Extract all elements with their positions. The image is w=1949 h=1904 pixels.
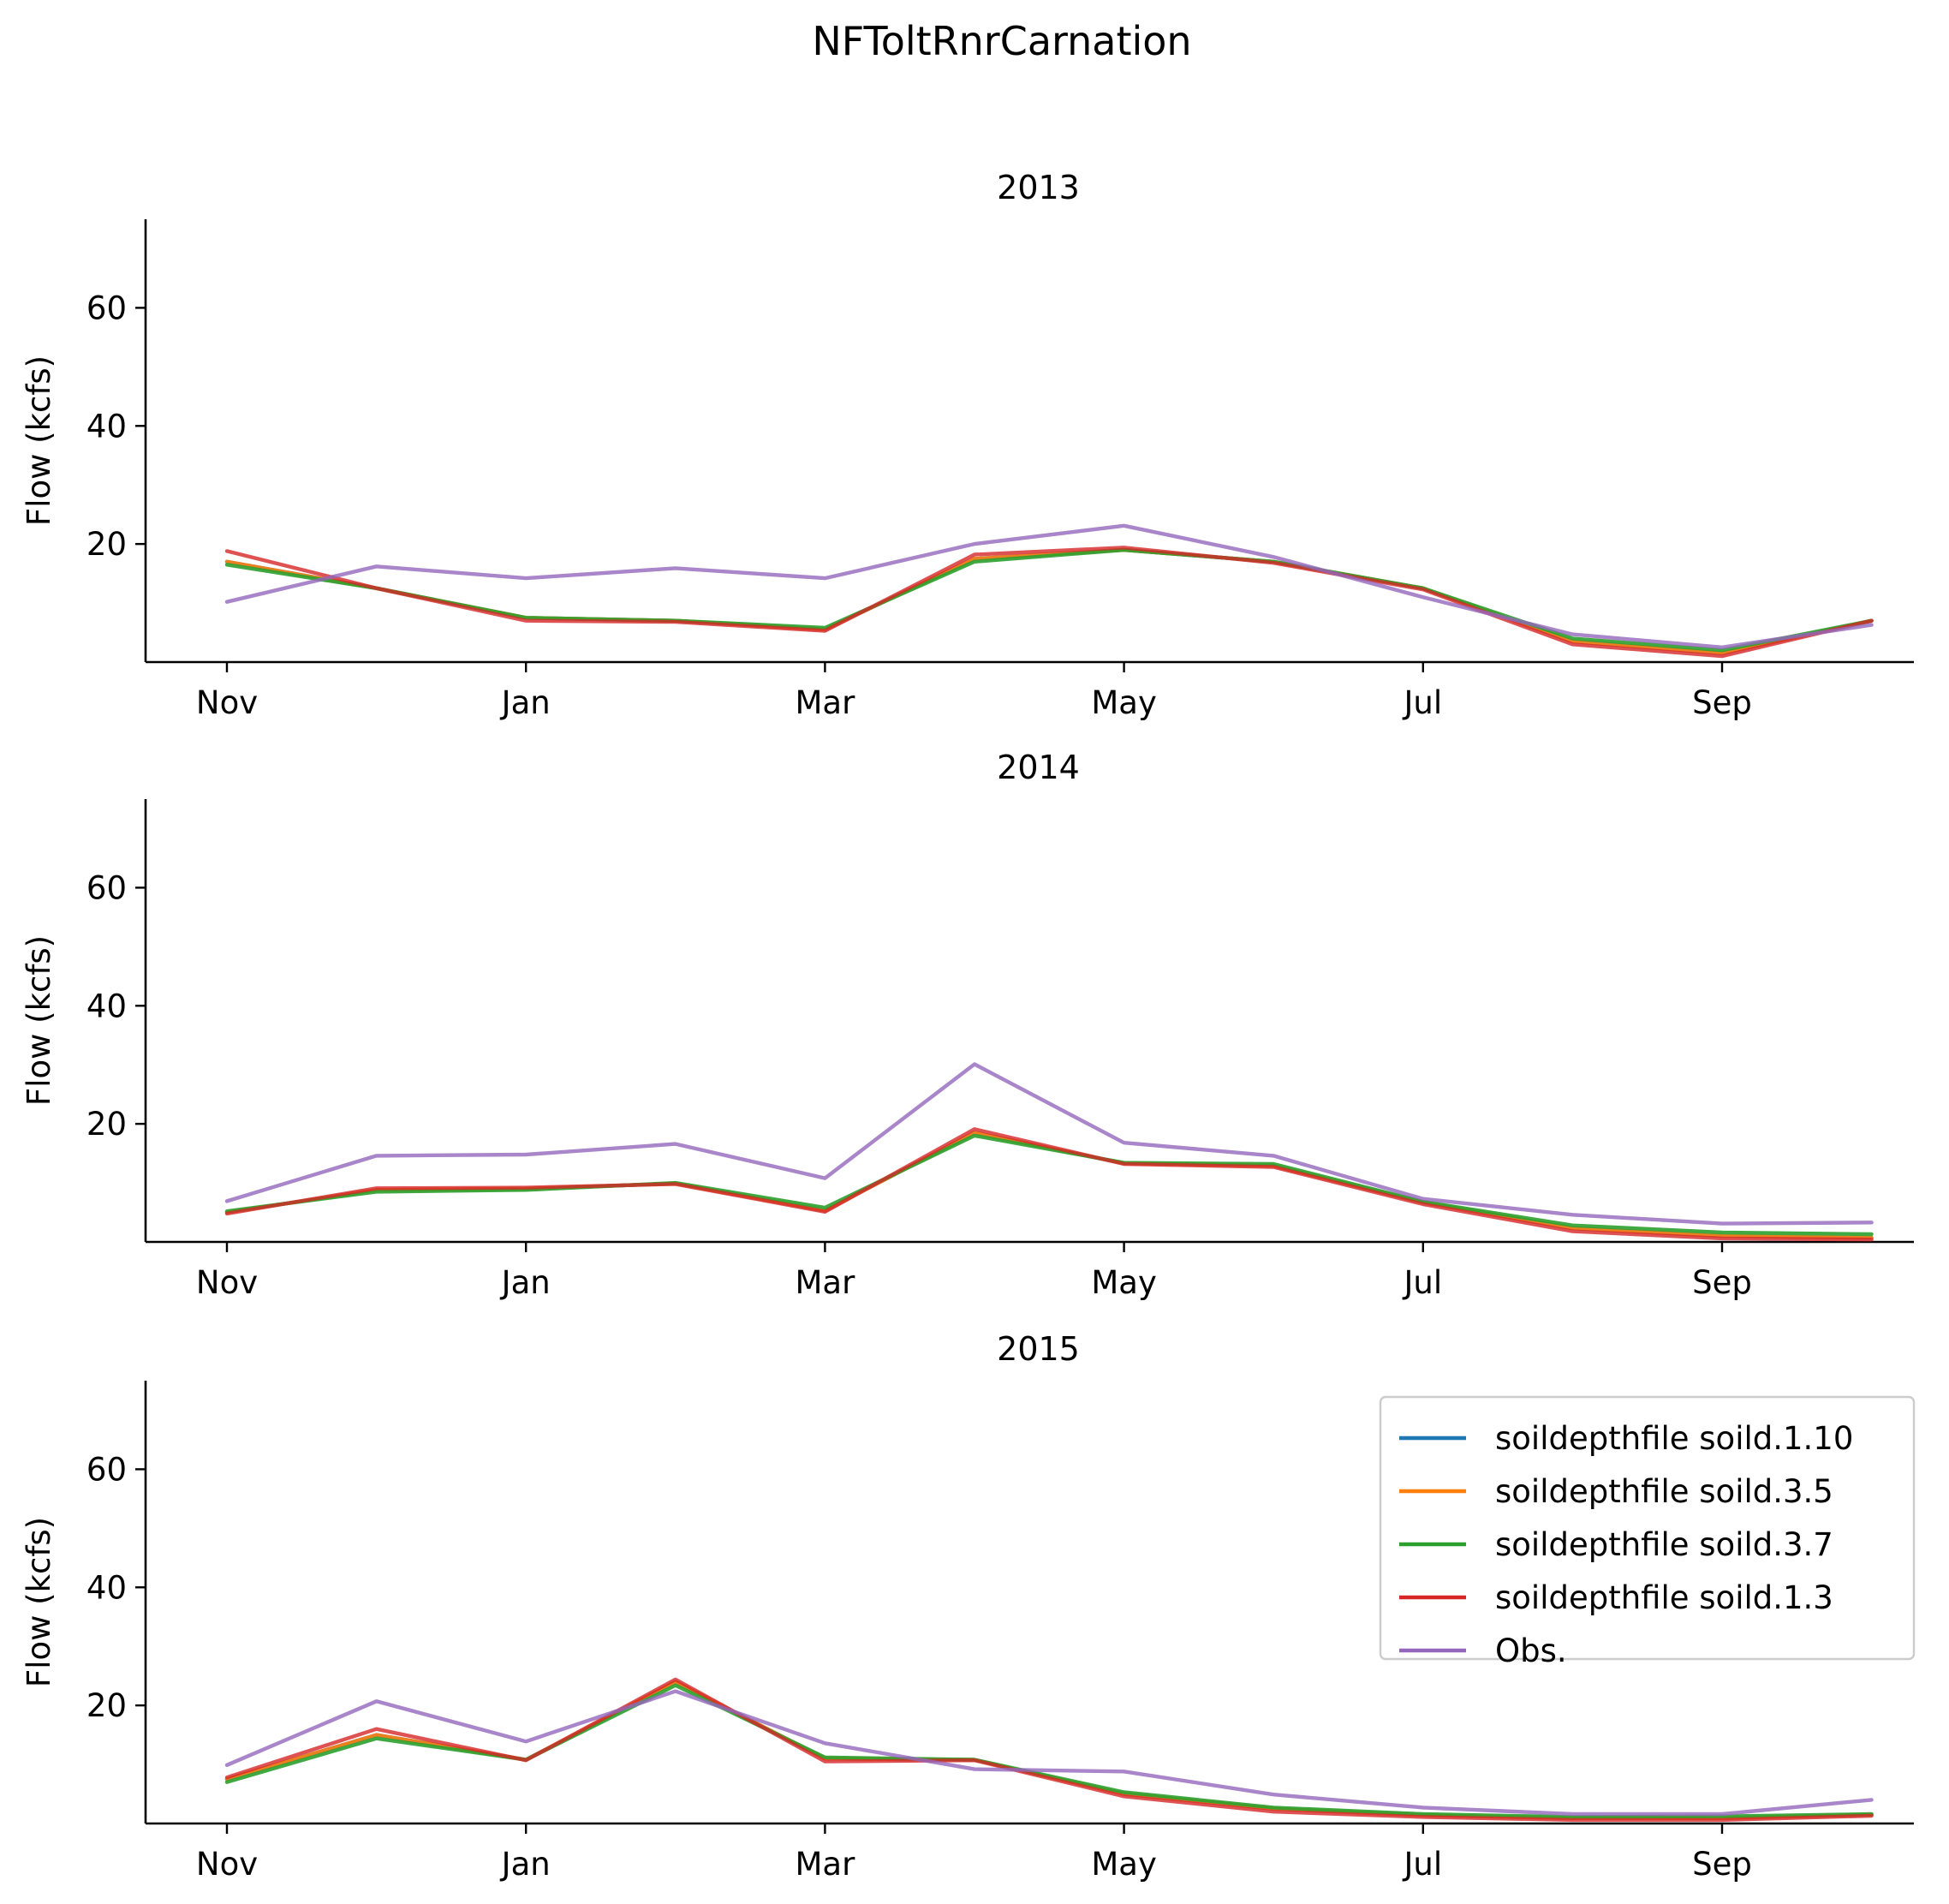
y-axis-label: Flow (kcfs) [21, 355, 57, 526]
panel-2013: 2013 Flow (kcfs) 20 40 60 Nov Jan Mar May Jul Sep [21, 169, 1914, 721]
series-line-soildepthfile-soild-1-3 [224, 1127, 1874, 1242]
legend-label: soildepthfile soild.1.3 [1495, 1579, 1833, 1616]
series-line-soildepthfile-soild-3-7 [224, 547, 1874, 653]
series-line-obs- [224, 523, 1874, 649]
panel-title: 2013 [997, 169, 1080, 206]
x-tick-label: Jan [500, 684, 551, 721]
x-tick-label: May [1091, 684, 1157, 721]
x-tick-label: Sep [1692, 1264, 1752, 1301]
y-tick-label: 20 [86, 1106, 127, 1143]
x-tick-label: Sep [1692, 1846, 1752, 1883]
legend-label: soildepthfile soild.1.10 [1495, 1420, 1853, 1457]
x-tick-label: May [1091, 1846, 1157, 1883]
chart-title: NFToltRnrCarnation [812, 18, 1191, 64]
y-tick-label: 60 [86, 1451, 127, 1488]
y-tick-label: 20 [86, 526, 127, 563]
x-tick-label: Jul [1402, 1264, 1442, 1301]
legend-label: Obs. [1495, 1632, 1567, 1669]
panel-2015: 2015 Flow (kcfs) 20 40 60 Nov Jan Mar May Jul Sep s… [21, 1330, 1916, 1883]
x-tick-label: Nov [196, 1846, 258, 1883]
x-tick-label: Jul [1402, 684, 1442, 721]
x-tick-label: Mar [795, 684, 855, 721]
series-line-soildepthfile-soild-3-7 [224, 1133, 1874, 1237]
x-tick-label: Nov [196, 684, 258, 721]
x-tick-label: Nov [196, 1264, 258, 1301]
x-tick-label: Jan [500, 1264, 551, 1301]
panel-title: 2015 [997, 1330, 1080, 1368]
series-line-soildepthfile-soild-1-3 [224, 546, 1874, 659]
legend-label: soildepthfile soild.3.5 [1495, 1473, 1833, 1510]
y-tick-label: 60 [86, 869, 127, 906]
y-axis-label: Flow (kcfs) [21, 1517, 57, 1687]
y-tick-label: 20 [86, 1687, 127, 1724]
y-tick-label: 40 [86, 408, 127, 445]
x-tick-label: Jul [1402, 1846, 1442, 1883]
series-line-obs- [224, 1689, 1874, 1817]
series-line-soildepthfile-soild-1-3 [224, 1677, 1874, 1823]
x-tick-label: May [1091, 1264, 1157, 1301]
y-axis-label: Flow (kcfs) [21, 935, 57, 1106]
series-line-obs- [224, 1062, 1874, 1226]
x-tick-label: Mar [795, 1264, 855, 1301]
legend: soildepthfile soild.1.10 soildepthfile so… [1379, 1395, 1916, 1669]
panel-title: 2014 [997, 749, 1080, 786]
y-tick-label: 40 [86, 1569, 127, 1606]
panel-2014: 2014 Flow (kcfs) 20 40 60 Nov Jan Mar May Jul Sep [21, 749, 1914, 1301]
x-tick-label: Sep [1692, 684, 1752, 721]
y-tick-label: 40 [86, 988, 127, 1024]
x-tick-label: Mar [795, 1846, 855, 1883]
legend-box [1379, 1395, 1916, 1661]
legend-label: soildepthfile soild.3.7 [1495, 1526, 1833, 1563]
x-tick-label: Jan [500, 1846, 551, 1883]
y-tick-label: 60 [86, 289, 127, 326]
